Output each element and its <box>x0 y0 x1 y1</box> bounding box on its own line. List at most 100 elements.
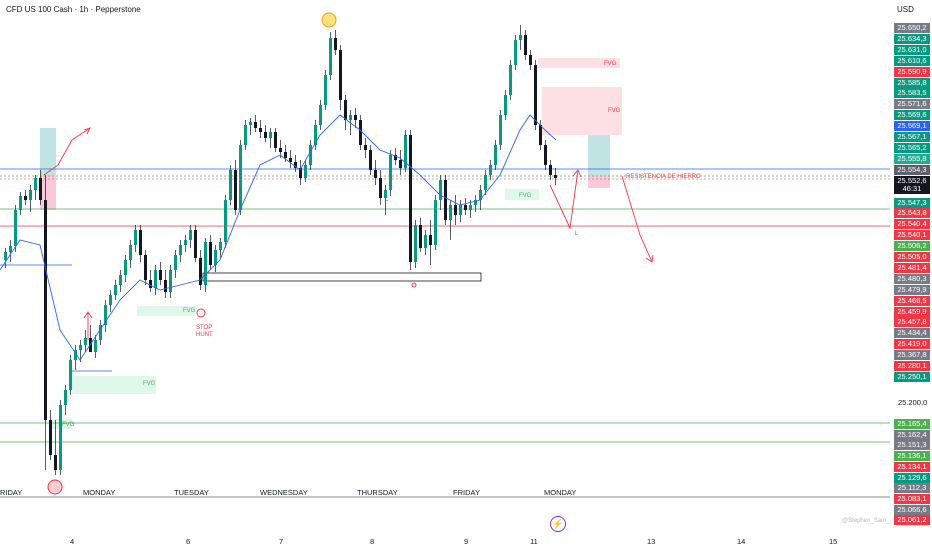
candle <box>169 270 172 292</box>
price-badge: 25.590,9 <box>894 66 930 77</box>
candle <box>514 40 517 65</box>
price-badge: 25.151,3 <box>894 440 930 451</box>
price-badge: 25.569,1 <box>894 121 930 132</box>
candle <box>384 190 387 198</box>
candle <box>479 190 482 200</box>
price-badge: 25.129,6 <box>894 472 930 483</box>
candle <box>244 125 247 145</box>
candle <box>269 132 272 138</box>
candle <box>349 115 352 120</box>
candle <box>204 242 207 285</box>
candle <box>334 38 337 50</box>
candle <box>229 170 232 200</box>
candle <box>9 246 12 252</box>
price-badge: 25.569,6 <box>894 110 930 121</box>
candle <box>49 420 52 455</box>
price-badge: 25.631,0 <box>894 44 930 55</box>
arrow-head <box>83 127 91 135</box>
symbol-title: CFD US 100 Cash · 1h · Pepperstone <box>6 5 141 14</box>
candle <box>149 280 152 288</box>
candle <box>474 200 477 205</box>
fvg-label: FVG <box>519 193 532 199</box>
price-badge: 25.136,1 <box>894 451 930 462</box>
candle <box>464 205 467 210</box>
candle <box>54 455 57 470</box>
price-badge: 25.466,5 <box>894 295 930 306</box>
candle <box>74 350 77 360</box>
candle <box>139 230 142 255</box>
price-badge: 25.083,1 <box>894 493 930 504</box>
candle <box>14 210 17 246</box>
candle <box>414 225 417 262</box>
candle <box>359 120 362 145</box>
price-badge: 25.457,8 <box>894 317 930 328</box>
short-position-zone <box>588 176 610 188</box>
candle <box>299 168 302 178</box>
x-date-label: 4 <box>70 537 75 546</box>
price-badge: 25.481,4 <box>894 262 930 273</box>
candle <box>249 122 252 125</box>
x-day-label: FRIDAY <box>453 488 480 497</box>
price-badge: 25.567,1 <box>894 132 930 142</box>
candle <box>199 258 202 285</box>
candle <box>484 175 487 190</box>
currency-label[interactable]: USD <box>897 5 914 14</box>
long-position-zone <box>40 128 56 176</box>
candle <box>284 152 287 158</box>
candle <box>274 132 277 148</box>
price-badge: 25.634,3 <box>894 33 930 44</box>
candle <box>109 295 112 305</box>
order-block-box <box>202 272 482 282</box>
arrow-head <box>572 169 582 178</box>
x-date-label: 9 <box>464 537 469 546</box>
candle <box>159 270 162 280</box>
price-badge: 25.505,0 <box>894 252 930 262</box>
swing-high-marker <box>321 12 337 28</box>
candle <box>544 145 547 165</box>
candle <box>494 145 497 165</box>
fvg-label: FVG <box>604 61 617 67</box>
candle <box>344 100 347 120</box>
x-date-label: 15 <box>829 537 838 546</box>
projection-arrow <box>621 175 653 263</box>
price-badge: 25.250,1 <box>894 371 930 382</box>
candle <box>154 270 157 288</box>
candle <box>379 178 382 198</box>
price-badge: 25.650,2 <box>894 23 930 33</box>
fvg-label: FVG <box>183 308 196 314</box>
candle <box>354 115 357 120</box>
price-badge: 25.583,5 <box>894 88 930 99</box>
price-badge: 25.280,1 <box>894 361 930 371</box>
arrow-head <box>645 254 654 263</box>
lightning-icon[interactable]: ⚡ <box>550 516 566 532</box>
candle <box>309 145 312 165</box>
fvg-label: FVG <box>143 381 156 387</box>
fvg-zone <box>72 376 156 394</box>
candle <box>454 205 457 215</box>
candle <box>424 235 427 248</box>
candle <box>224 200 227 242</box>
candle <box>419 225 422 248</box>
fvg-zone <box>505 189 539 200</box>
price-badge: 25.134,1 <box>894 461 930 472</box>
price-badge: 25.585,8 <box>894 77 930 88</box>
bar-countdown: 46:31 <box>894 184 930 194</box>
x-date-label: 6 <box>186 537 191 546</box>
candle <box>44 200 47 420</box>
price-badge: 25.459,9 <box>894 306 930 317</box>
candle <box>134 230 137 245</box>
price-badge: 25.367,8 <box>894 350 930 361</box>
stop-hunt-marker <box>196 308 206 318</box>
candle <box>189 230 192 240</box>
x-day-label: TUESDAY <box>174 488 209 497</box>
candle <box>459 205 462 215</box>
x-date-label: 8 <box>370 537 375 546</box>
price-badge: 25.061,2 <box>894 515 930 526</box>
candle <box>314 125 317 145</box>
price-badge: 25.066,6 <box>894 504 930 515</box>
candle <box>29 190 32 200</box>
arrow-head <box>83 311 93 319</box>
candle <box>209 242 212 265</box>
